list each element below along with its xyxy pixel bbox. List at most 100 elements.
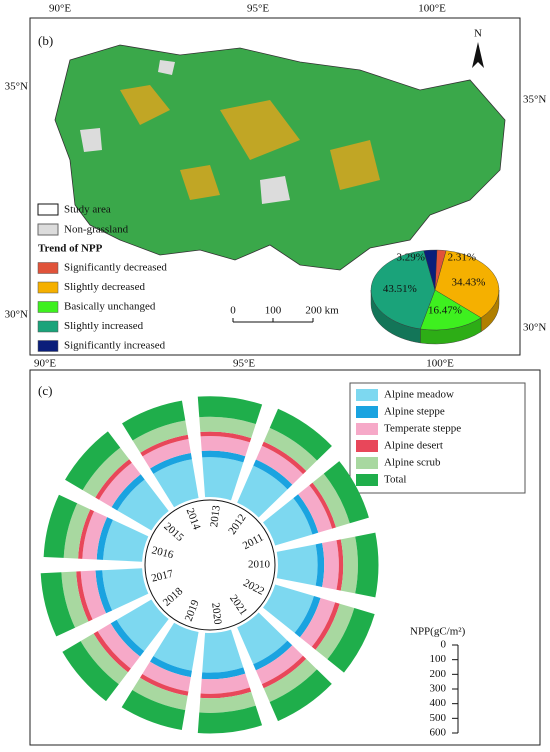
legend-label: Alpine meadow — [384, 389, 454, 401]
radial-segment — [315, 603, 355, 660]
pie-slice — [423, 249, 438, 291]
legend-label: Slightly increased — [64, 320, 144, 332]
lon-label: 100°E — [426, 358, 454, 370]
panel-label: (b) — [38, 33, 53, 48]
radial-segment — [132, 677, 188, 711]
radial-segment — [99, 462, 141, 508]
radial-segment — [309, 482, 337, 529]
radial-segment — [263, 427, 318, 471]
legend-label: Alpine scrub — [384, 457, 441, 469]
legend-swatch — [37, 281, 59, 294]
legend-label: Non-grassland — [64, 224, 129, 236]
radial-segment — [237, 465, 288, 518]
radial-segment — [103, 519, 149, 562]
radial-segment — [201, 450, 246, 463]
radial-segment — [322, 540, 339, 590]
radial-segment — [315, 543, 325, 587]
study-area-map — [54, 44, 506, 271]
radial-segment — [323, 461, 369, 524]
radial-segment — [269, 408, 332, 461]
radial-segment — [122, 400, 186, 441]
inner-circle — [144, 499, 276, 631]
lon-label: 90°E — [49, 3, 71, 15]
lon-label: 95°E — [247, 3, 269, 15]
radial-segment — [263, 584, 314, 633]
radial-segment — [62, 641, 119, 702]
tick-label: 500 — [430, 712, 447, 724]
radial-segment — [117, 479, 169, 531]
lat-label: 35°N — [523, 94, 546, 106]
year-label: 2010 — [248, 559, 271, 571]
radial-segment — [237, 612, 288, 665]
radial-segment — [116, 599, 169, 652]
radial-segment — [80, 570, 107, 620]
legend-label: Significantly increased — [64, 340, 166, 352]
radial-segment — [78, 509, 95, 559]
radial-segment — [263, 498, 313, 546]
year-label: 2017 — [150, 568, 175, 585]
radial-segment — [61, 571, 89, 628]
radial-segment — [355, 532, 379, 598]
radial-segment — [140, 434, 189, 457]
tick-label: 400 — [430, 697, 447, 709]
radial-segment — [299, 597, 336, 647]
pie-label: 34.43% — [452, 277, 486, 289]
radial-segment — [40, 572, 76, 637]
legend-title: Trend of NPP — [38, 243, 103, 255]
legend-label: Slightly decreased — [64, 281, 145, 293]
radial-segment — [255, 645, 303, 685]
legend-swatch — [356, 389, 378, 401]
legend-swatch — [356, 423, 378, 435]
legend-label: Alpine steppe — [384, 406, 445, 418]
tick-label: 0 — [441, 639, 447, 651]
radial-segment — [97, 623, 141, 669]
scale-label: 0 — [230, 305, 236, 317]
radial-segment — [312, 473, 350, 528]
radial-segment — [150, 453, 192, 474]
radial-segment — [276, 544, 318, 586]
radial-segment — [255, 445, 304, 485]
radial-segment — [82, 511, 108, 560]
radial-segment — [121, 690, 186, 731]
tick-label: 200 — [430, 668, 447, 680]
radial-segment — [149, 656, 192, 678]
radial-segment — [199, 416, 256, 439]
legend-label: Study area — [64, 204, 111, 216]
radial-segment — [340, 536, 358, 594]
legend-swatch — [37, 223, 59, 236]
legend-swatch — [37, 203, 59, 216]
tick-label: 600 — [430, 727, 447, 739]
radial-segment — [269, 669, 332, 722]
pie-label: 16.47% — [428, 305, 462, 317]
radial-segment — [199, 691, 256, 713]
panel-label: (c) — [38, 383, 52, 398]
decrease-patches — [120, 85, 380, 200]
radial-segment — [142, 438, 191, 469]
radial-segment — [200, 431, 252, 443]
radial-segment — [102, 568, 149, 611]
year-label: 2013 — [208, 504, 223, 528]
legend-label: Significantly decreased — [64, 262, 167, 274]
radial-segment — [298, 485, 333, 533]
north-label: N — [474, 28, 482, 40]
radial-segment — [80, 633, 129, 685]
lat-label: 30°N — [523, 322, 546, 334]
radial-segment — [294, 596, 321, 638]
radial-segment — [202, 457, 244, 501]
radial-segment — [153, 459, 199, 508]
legend-swatch — [356, 406, 378, 418]
radial-segment — [261, 441, 307, 475]
lon-label: 90°E — [34, 358, 56, 370]
radial-segment — [253, 640, 293, 671]
tick-label: 100 — [430, 653, 447, 665]
scale-label: 200 km — [305, 305, 339, 317]
radial-segment — [95, 570, 113, 614]
pie-slice — [420, 289, 482, 331]
legend-swatch — [37, 262, 59, 274]
non-grassland-patches — [80, 60, 290, 204]
legend-swatch — [37, 340, 59, 352]
radial-segment — [197, 396, 263, 425]
radial-segment — [197, 705, 263, 734]
lat-label: 30°N — [5, 309, 28, 321]
